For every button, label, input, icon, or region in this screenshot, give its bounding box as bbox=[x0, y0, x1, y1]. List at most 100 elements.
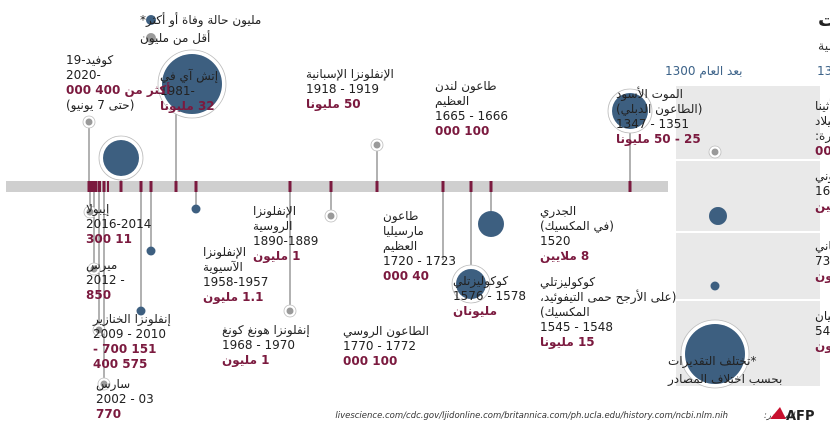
legend-major-icon bbox=[146, 15, 156, 25]
afp-logo-mark bbox=[770, 407, 786, 419]
event-label-line: -1981 bbox=[160, 84, 195, 98]
event-year-tick bbox=[375, 181, 379, 192]
events-layer: طاعون أثيناعام 430 قبل الميلادالوفيات ال… bbox=[66, 49, 830, 421]
event-year-tick bbox=[329, 181, 333, 192]
event-label-line: إتش آي في bbox=[160, 68, 218, 84]
event-label-line: العظيم bbox=[383, 239, 417, 253]
event-year-tick bbox=[91, 181, 93, 192]
event-bubble bbox=[685, 324, 745, 384]
event-label-line: طاعون أثينا bbox=[815, 98, 830, 114]
event-deaths: مليونان bbox=[453, 304, 497, 319]
event-label-line: 1970 - 1968 bbox=[222, 338, 295, 352]
event-deaths: 40 000 bbox=[383, 269, 429, 283]
event-label-line: (الطاعون الدبلي) bbox=[616, 102, 702, 117]
event-deaths: 1 مليون bbox=[253, 249, 301, 264]
event-bubble bbox=[103, 140, 139, 176]
event-deaths: 50 مليونا bbox=[306, 97, 361, 112]
event-deaths: 100 000 bbox=[435, 124, 489, 138]
event-year-tick bbox=[87, 181, 91, 192]
event-label-line: الروسية bbox=[253, 219, 293, 234]
event-bubble bbox=[710, 281, 720, 291]
event-label-line: 1548 - 1545 bbox=[540, 320, 613, 334]
event-label-line: 1578 - 1576 bbox=[453, 289, 526, 303]
footnote-line-2: بحسب اختلاف المصادر bbox=[667, 372, 782, 387]
event-year-tick bbox=[489, 181, 493, 192]
event-year-tick bbox=[174, 181, 178, 192]
event-year-tick bbox=[95, 181, 97, 192]
page-title: تاريخ أسوأ الأوبئة والجائحات bbox=[818, 7, 830, 31]
event-label-line: 1890-1889 bbox=[253, 234, 318, 248]
event-label-line: الطاعون الأنطوني bbox=[815, 168, 830, 184]
event-label-line: 1520 bbox=[540, 234, 571, 248]
era-before-label: قبل العام 1300 bbox=[817, 64, 830, 78]
event-label-line: طاعون جستنيان bbox=[815, 309, 830, 324]
event-label-line: عام 430 قبل الميلاد bbox=[815, 114, 830, 128]
event-label-line: الجدري الياباني bbox=[815, 239, 830, 254]
event-deaths: 15 مليونا bbox=[540, 335, 595, 350]
event-bubble bbox=[191, 204, 201, 214]
event-year-tick bbox=[99, 181, 101, 192]
event-year-tick bbox=[628, 181, 632, 192]
footnote-line-1: *تختلف التقديرات bbox=[668, 354, 757, 369]
event-deaths: 1 مليون bbox=[222, 353, 270, 368]
event-label-line: 1958-1957 bbox=[203, 275, 268, 289]
event-label-line: 2010 - 2009 bbox=[93, 327, 166, 341]
event-label-line: أكثر من 400 000 bbox=[66, 82, 170, 97]
event-label-line: الإنفلونزا bbox=[253, 204, 296, 219]
event-label-line: إيبولا bbox=[86, 202, 109, 217]
event-justinian: طاعون جستنيان542 - 54125 - 100 مليون bbox=[680, 309, 830, 389]
event-year-tick bbox=[469, 181, 473, 192]
event-label-line: 542 - 541 bbox=[815, 324, 830, 338]
event-deaths: 32 مليونا bbox=[160, 99, 215, 114]
event-year-tick bbox=[149, 181, 153, 192]
event-label-line: ميرس bbox=[86, 258, 117, 273]
event-deaths: 1.1 مليون bbox=[203, 290, 263, 305]
event-bubble bbox=[327, 212, 335, 220]
event-label-line: العظيم bbox=[435, 94, 469, 108]
event-bubble bbox=[456, 269, 486, 299]
event-label-line: 1723 - 1720 bbox=[383, 254, 456, 268]
event-label-line: الجدري bbox=[540, 204, 576, 219]
event-label-line: الإنفلونزا الإسبانية bbox=[306, 67, 394, 82]
event-estimate-label: الوفيات المقدرة: bbox=[815, 129, 830, 144]
event-year-tick bbox=[107, 181, 109, 192]
event-bubble bbox=[162, 54, 222, 114]
event-deaths: 850 bbox=[86, 288, 111, 302]
event-label-line: إنفلونزا هونغ كونغ bbox=[222, 323, 310, 338]
event-deaths: 100 000 bbox=[815, 144, 830, 158]
event-japan: الجدري الياباني737 - 7351 مليون bbox=[710, 239, 830, 291]
legend-minor-label: أقل من مليون bbox=[140, 30, 210, 46]
event-label-line: 2016-2014 bbox=[86, 217, 151, 231]
event-label-line: 03 - 2002 bbox=[96, 392, 154, 406]
event-label-line: 1919 - 1918 bbox=[306, 82, 379, 96]
event-deaths: 770 bbox=[96, 407, 121, 421]
event-label-line: سارس bbox=[96, 377, 130, 392]
event-label-line: 1772 - 1770 bbox=[343, 339, 416, 353]
event-label-line: طاعون لندن bbox=[435, 79, 497, 94]
event-label-line: كوكوليزتلي bbox=[453, 274, 508, 289]
event-label-line: كوفيد-19 bbox=[66, 53, 113, 68]
event-year-tick bbox=[103, 181, 105, 192]
event-antonine: الطاعون الأنطوني180 - 1653.5 - 7 ملايين bbox=[709, 168, 830, 225]
event-year-tick bbox=[119, 181, 123, 192]
afp-logo: AFP bbox=[770, 407, 814, 424]
event-label-line: المكسيك) bbox=[540, 305, 590, 319]
event-label-line: كوكوليزتلي bbox=[540, 275, 595, 290]
event-deaths-2: 575 400 bbox=[93, 357, 147, 371]
event-label-line: -2020 bbox=[66, 68, 101, 82]
event-bubble bbox=[95, 326, 103, 334]
event-label-line: إنفلونزا الخنازير bbox=[92, 312, 171, 327]
event-bubble bbox=[478, 211, 504, 237]
